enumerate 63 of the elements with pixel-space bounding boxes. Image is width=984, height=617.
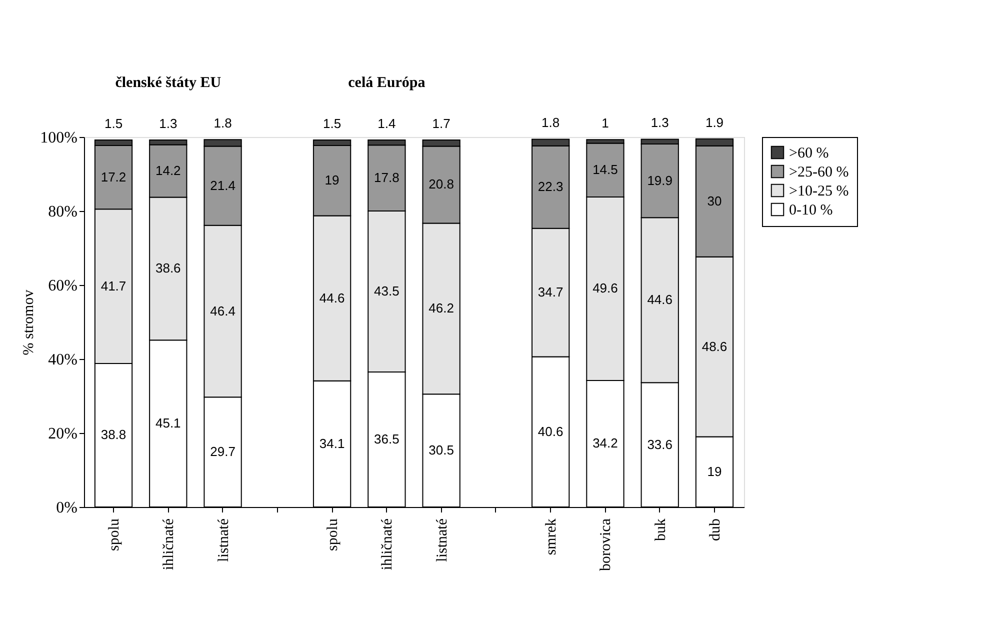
- data-label: 14.2: [155, 163, 181, 178]
- data-label: 17.8: [374, 170, 400, 186]
- data-label: 1.3: [159, 116, 178, 131]
- data-label: 43.5: [374, 283, 400, 298]
- data-label: 38.6: [155, 260, 181, 276]
- data-label: 46.4: [210, 303, 236, 318]
- y-tick-label: 20%: [48, 426, 78, 442]
- data-label: 45.1: [155, 416, 181, 431]
- x-tick-label: smrek: [544, 518, 560, 556]
- legend-label: >60 %: [789, 146, 829, 162]
- x-tick-label: buk: [652, 518, 669, 541]
- data-label: 48.6: [702, 338, 728, 354]
- data-label: 19: [707, 464, 722, 479]
- y-tick-label: 100%: [40, 130, 78, 146]
- legend-label: >25-60 %: [789, 164, 849, 180]
- data-label: 44.6: [319, 290, 345, 306]
- data-label: 17.2: [100, 169, 126, 184]
- data-label: 49.6: [592, 280, 618, 296]
- data-label: 44.6: [647, 292, 673, 308]
- data-label: 21.4: [210, 178, 236, 193]
- data-label: 1.5: [323, 116, 342, 131]
- data-label: 38.8: [100, 427, 126, 442]
- y-tick-label: 60%: [48, 278, 78, 294]
- x-tick-label: borovica: [598, 518, 614, 571]
- data-label: 46.2: [428, 300, 454, 316]
- text: celá Európa: [348, 75, 426, 91]
- data-label: 1.4: [378, 116, 396, 131]
- data-label: 1.5: [104, 116, 123, 131]
- y-tick-label: 40%: [48, 352, 78, 368]
- data-label: 40.6: [538, 424, 564, 439]
- data-label: 30: [707, 193, 722, 208]
- x-tick-label: listnaté: [216, 518, 232, 562]
- legend-label: >10-25 %: [789, 184, 849, 200]
- data-label: 36.5: [374, 431, 400, 446]
- y-axis-title: % stromov: [21, 289, 38, 356]
- y-tick-label: 80%: [48, 204, 78, 220]
- x-tick-label: dub: [707, 518, 724, 541]
- data-label: 14.5: [592, 162, 618, 178]
- data-label: 1.7: [432, 116, 450, 131]
- data-label: 34.7: [538, 284, 564, 300]
- x-tick-label: ihličnaté: [380, 518, 396, 570]
- data-label: 19.9: [647, 172, 673, 188]
- data-label: 1.8: [214, 116, 232, 131]
- data-label: 20.8: [428, 176, 454, 192]
- data-label: 29.7: [210, 444, 236, 460]
- y-tick-label: 0%: [56, 500, 78, 516]
- x-tick-label: listnaté: [434, 518, 450, 562]
- data-label: 33.6: [647, 436, 673, 452]
- data-label: 34.2: [592, 436, 618, 451]
- data-label: 1.3: [650, 115, 669, 130]
- x-tick-label: spolu: [106, 518, 123, 552]
- data-label: 1.8: [542, 115, 560, 130]
- data-label: 41.7: [100, 278, 126, 294]
- x-tick-label: ihličnaté: [161, 518, 178, 570]
- data-label: 30.5: [428, 442, 454, 458]
- x-tick-label: spolu: [325, 518, 342, 552]
- text: členské štáty EU: [115, 75, 222, 91]
- data-label: 1: [602, 116, 609, 131]
- data-label: 19: [324, 172, 340, 188]
- data-label: 1.9: [705, 114, 724, 130]
- legend-label: 0-10 %: [789, 202, 833, 218]
- data-label: 34.1: [319, 436, 345, 451]
- data-label: 22.3: [538, 179, 564, 194]
